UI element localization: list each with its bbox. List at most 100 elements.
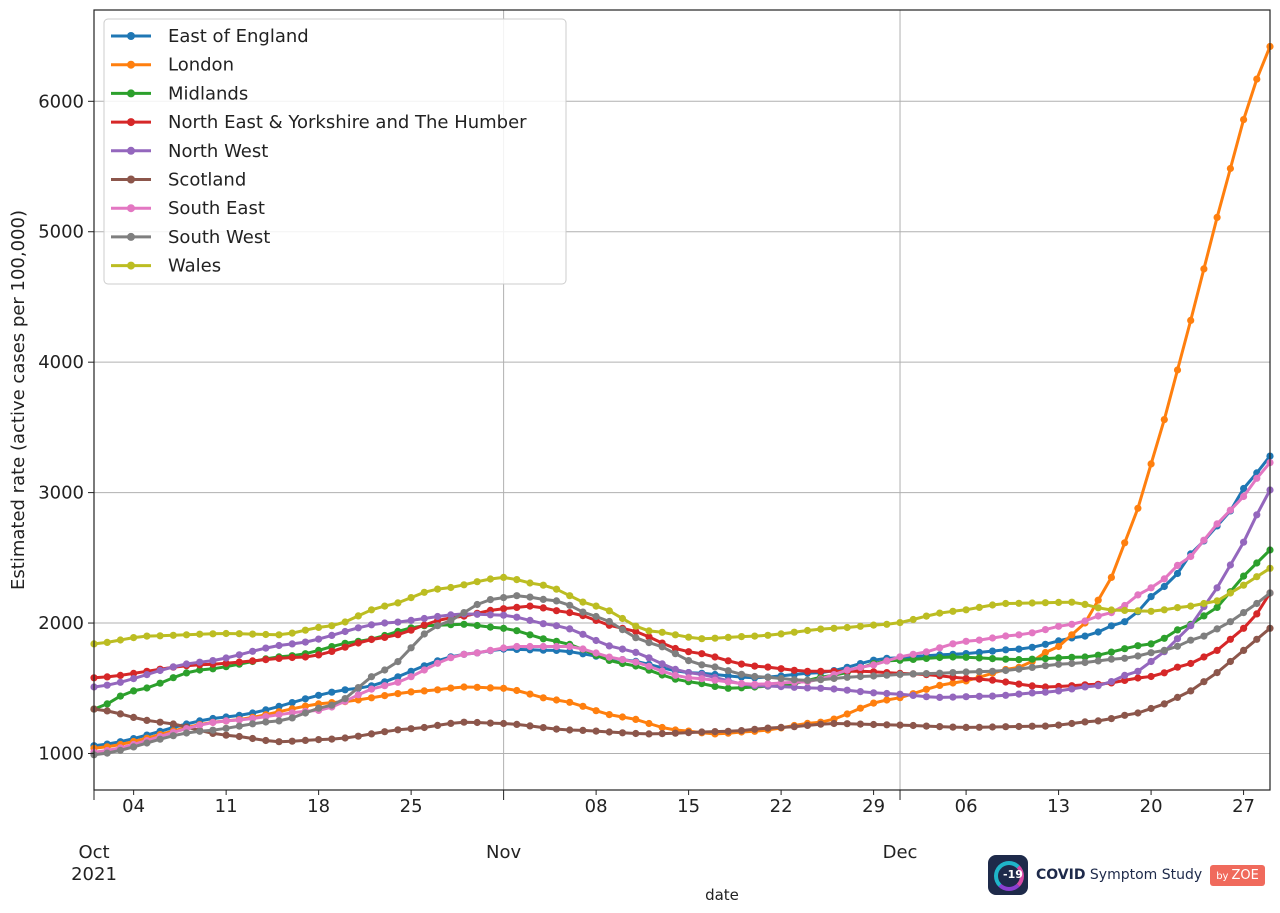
data-point xyxy=(473,649,481,657)
zoe-badge-by: by xyxy=(1216,870,1229,882)
data-point xyxy=(1200,265,1208,273)
data-point xyxy=(698,635,706,643)
data-point xyxy=(1041,648,1049,657)
data-point xyxy=(1068,631,1076,639)
data-point xyxy=(870,699,878,707)
data-point xyxy=(196,658,204,666)
data-point xyxy=(1160,646,1168,655)
data-point xyxy=(1107,655,1115,663)
data-point xyxy=(1121,654,1129,662)
data-point xyxy=(896,653,904,661)
x-major-tick-label: Dec xyxy=(883,842,918,863)
data-point xyxy=(103,707,111,715)
data-point xyxy=(301,736,309,745)
data-point xyxy=(1200,653,1208,661)
data-point xyxy=(460,620,468,628)
data-point xyxy=(1068,685,1076,693)
data-point xyxy=(315,691,323,699)
data-point xyxy=(354,696,362,704)
data-point xyxy=(975,675,983,683)
data-point xyxy=(592,727,600,735)
data-point xyxy=(1028,629,1036,637)
data-point xyxy=(301,702,309,710)
data-point xyxy=(156,666,164,675)
logo-brand-bold: COVID xyxy=(1036,867,1086,883)
series-line xyxy=(93,489,1272,699)
data-point xyxy=(936,653,944,662)
data-point xyxy=(235,651,243,659)
data-point xyxy=(777,723,785,732)
data-point xyxy=(803,626,812,635)
data-point xyxy=(262,736,270,745)
data-point xyxy=(1213,625,1221,633)
data-point xyxy=(1160,700,1168,708)
data-point xyxy=(909,655,917,664)
data-point xyxy=(777,665,785,673)
legend-marker xyxy=(127,261,135,270)
data-point xyxy=(711,653,719,661)
data-point xyxy=(883,657,891,665)
x-minor-tick-label: 25 xyxy=(400,796,423,817)
data-point xyxy=(1055,654,1063,662)
data-point xyxy=(235,630,243,638)
data-point xyxy=(1173,693,1182,702)
legend-label: North West xyxy=(168,141,268,162)
data-point xyxy=(896,721,904,729)
data-point xyxy=(1055,637,1063,645)
data-point xyxy=(737,633,746,641)
data-point xyxy=(354,691,362,699)
data-point xyxy=(420,614,428,623)
data-point xyxy=(988,676,997,684)
data-point xyxy=(1002,646,1010,654)
series-layer xyxy=(90,42,1274,759)
data-point xyxy=(288,699,296,707)
data-point xyxy=(711,728,719,736)
data-point xyxy=(1147,593,1155,601)
data-point xyxy=(592,707,600,715)
data-point xyxy=(1240,492,1248,501)
data-point xyxy=(1094,604,1102,612)
series-north-west xyxy=(90,486,1274,702)
data-point xyxy=(196,666,204,674)
data-point xyxy=(1081,683,1089,691)
data-point xyxy=(539,581,547,589)
data-point xyxy=(592,602,600,610)
data-point xyxy=(685,633,693,641)
data-point xyxy=(552,597,561,605)
data-point xyxy=(235,722,243,730)
data-point xyxy=(1068,659,1076,668)
data-point xyxy=(1173,663,1182,671)
data-point xyxy=(1253,610,1261,618)
data-point xyxy=(328,631,336,640)
data-point xyxy=(724,684,732,692)
data-point xyxy=(460,581,468,589)
data-point xyxy=(803,721,812,730)
data-point xyxy=(645,639,653,647)
data-point xyxy=(315,704,323,712)
data-point xyxy=(209,657,217,665)
data-point xyxy=(235,658,243,666)
data-point xyxy=(1213,646,1221,655)
data-point xyxy=(1187,659,1195,668)
data-point xyxy=(1240,624,1248,632)
x-minor-tick-label: 11 xyxy=(215,796,238,817)
data-point xyxy=(513,720,521,729)
series-line xyxy=(93,455,1272,748)
data-point xyxy=(222,629,230,638)
data-point xyxy=(1081,617,1089,625)
x-minor-tick-label: 18 xyxy=(307,796,330,817)
data-point xyxy=(988,692,997,700)
data-point xyxy=(288,653,296,662)
legend-marker xyxy=(127,232,135,241)
data-point xyxy=(949,693,957,701)
data-point xyxy=(315,651,323,659)
data-point xyxy=(407,725,415,733)
data-point xyxy=(249,714,257,723)
data-point xyxy=(1028,655,1036,663)
data-point xyxy=(381,692,389,700)
data-point xyxy=(513,592,521,600)
data-point xyxy=(169,674,177,682)
data-point xyxy=(988,655,997,663)
data-point xyxy=(579,598,587,606)
data-point xyxy=(579,630,587,638)
